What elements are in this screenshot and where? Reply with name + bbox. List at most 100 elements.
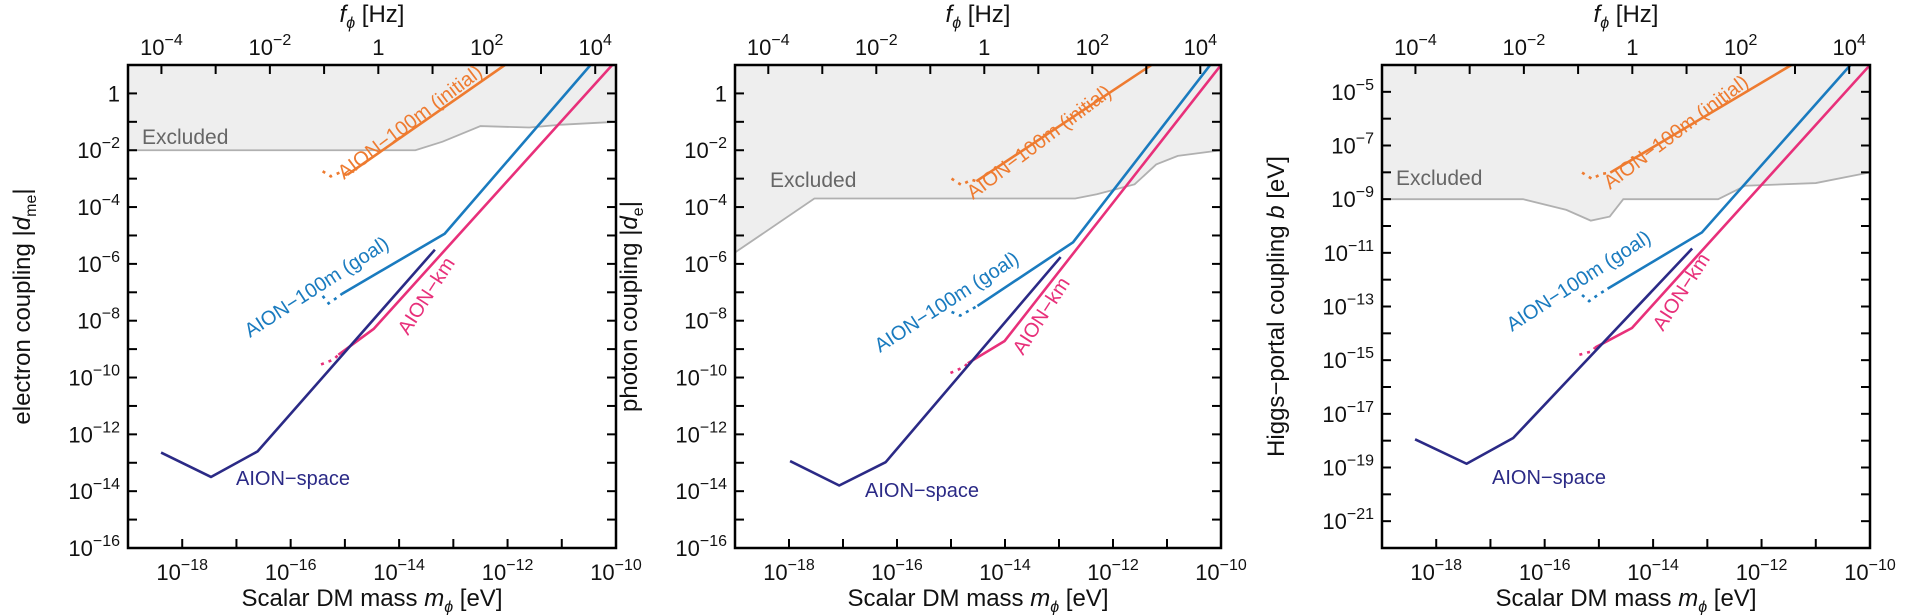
x-tick-label: 10−16	[871, 557, 923, 585]
top-tick-label: 10−2	[1503, 32, 1546, 60]
y-tick-label: 1	[715, 81, 727, 106]
series-goal-dotted	[321, 292, 343, 306]
x-tick-label: 10−14	[979, 557, 1031, 585]
y-axis-title: Higgs−portal coupling b [eV]	[1263, 156, 1290, 457]
plot-frame	[126, 63, 618, 550]
top-tick-label: 10−4	[140, 32, 183, 60]
x-tick-label: 10−18	[1410, 557, 1462, 585]
x-tick-label: 10−14	[373, 557, 425, 585]
x-tick-label: 10−18	[763, 557, 815, 585]
top-tick-label: 1	[372, 35, 384, 60]
y-tick-label: 10−16	[68, 533, 120, 561]
top-tick-label: 10−4	[1394, 32, 1437, 60]
x-axis-title: Scalar DM mass mϕ [eV]	[242, 585, 503, 615]
series-space-line	[1414, 247, 1694, 466]
x-tick-label: 10−14	[1627, 557, 1679, 585]
top-tick-label: 1	[1626, 35, 1638, 60]
y-tick-label: 10−6	[684, 249, 727, 277]
y-tick-label: 10−2	[684, 135, 727, 163]
top-tick-label: 104	[1833, 32, 1866, 60]
series-label-goal: AION−100m (goal)	[241, 233, 393, 343]
excluded-region	[735, 65, 1221, 253]
y-tick-label: 10−6	[77, 249, 120, 277]
excluded-boundary	[128, 120, 616, 152]
series-initial-line	[975, 65, 1153, 183]
y-tick-label: 10−4	[684, 192, 727, 220]
y-tick-label: 10−16	[675, 533, 727, 561]
y-tick-label: 10−12	[68, 419, 120, 447]
y-tick-label: 10−12	[675, 419, 727, 447]
excluded-label: Excluded	[1396, 167, 1482, 190]
top-axis-title: fϕ [Hz]	[1594, 1, 1659, 32]
panel-higgs: 10−18 10−16 10−14 10−12 10−10 10−5 10−7 10−9 10−…	[1263, 1, 1896, 615]
excluded-boundary	[1382, 171, 1870, 222]
series-goal-dotted	[1581, 287, 1609, 303]
y-tick-label: 10−4	[77, 192, 120, 220]
excluded-region	[1382, 65, 1870, 221]
top-tick-label: 102	[1724, 32, 1757, 60]
y-tick-label: 10−21	[1322, 506, 1374, 534]
series-km-line	[967, 65, 1221, 365]
x-tick-label: 10−18	[156, 557, 208, 585]
x-tick-label: 10−16	[265, 557, 317, 585]
y-tick-label: 10−19	[1322, 453, 1374, 481]
top-tick-label: 104	[1184, 32, 1217, 60]
y-tick-label: 10−11	[1324, 238, 1375, 266]
x-tick-label: 10−10	[1195, 557, 1247, 585]
y-tick-label: 10−8	[77, 306, 120, 334]
series-space-line	[789, 256, 1062, 487]
plot-frame	[733, 63, 1223, 550]
y-tick-label: 1	[108, 81, 120, 106]
y-tick-label: 10−9	[1331, 184, 1374, 212]
x-tick-label: 10−12	[1736, 557, 1788, 585]
series-km-dotted	[1579, 346, 1597, 357]
series-goal-line	[976, 65, 1212, 308]
top-tick-label: 10−4	[747, 32, 790, 60]
series-label-space: AION−space	[865, 480, 979, 502]
series-space-line	[160, 248, 436, 479]
series-initial-dotted	[950, 177, 977, 187]
x-axis-title: Scalar DM mass mϕ [eV]	[1496, 585, 1757, 615]
series-label-space: AION−space	[1492, 467, 1606, 489]
series-goal-dotted	[951, 304, 979, 318]
top-tick-label: 10−2	[855, 32, 898, 60]
excluded-label: Excluded	[770, 169, 856, 192]
plot-area	[128, 65, 616, 479]
x-tick-label: 10−10	[1844, 557, 1896, 585]
series-goal-line	[341, 65, 592, 295]
plot-area	[1382, 65, 1870, 466]
series-label-goal: AION−100m (goal)	[871, 248, 1023, 358]
y-tick-label: 10−7	[1331, 131, 1374, 159]
x-tick-label: 10−12	[1087, 557, 1139, 585]
x-axis-title: Scalar DM mass mϕ [eV]	[848, 585, 1109, 615]
y-tick-label: 10−17	[1322, 399, 1374, 427]
y-tick-label: 10−5	[1331, 77, 1374, 105]
panel-electron: 10−18 10−16 10−14 10−12 10−10 1 10−2 10−4 10−6 10…	[9, 1, 642, 615]
y-tick-label: 10−13	[1322, 292, 1374, 320]
excluded-label: Excluded	[142, 126, 228, 149]
series-label-km: AION−km	[1649, 250, 1715, 335]
series-label-goal: AION−100m (goal)	[1503, 227, 1655, 337]
x-tick-label: 10−16	[1519, 557, 1571, 585]
y-tick-label: 10−2	[77, 135, 120, 163]
y-tick-label: 10−15	[1322, 345, 1374, 373]
series-km-dotted	[320, 353, 340, 366]
top-tick-label: 10−2	[249, 32, 292, 60]
y-axis-title: electron coupling |dme|	[9, 188, 40, 424]
excluded-boundary	[735, 149, 1221, 254]
x-tick-label: 10−12	[482, 557, 534, 585]
y-tick-label: 10−10	[675, 363, 727, 391]
series-label-space: AION−space	[236, 468, 350, 490]
top-axis-title: fϕ [Hz]	[340, 1, 405, 32]
y-axis-title: photon coupling |de|	[616, 201, 647, 412]
series-label-km: AION−km	[1009, 274, 1075, 359]
top-axis-title: fϕ [Hz]	[946, 1, 1011, 32]
y-tick-label: 10−10	[68, 363, 120, 391]
top-tick-label: 102	[1076, 32, 1109, 60]
panel-photon: 10−18 10−16 10−14 10−12 10−10 1 10−2 10−4 10−6 10…	[616, 1, 1247, 615]
y-tick-label: 10−14	[68, 476, 120, 504]
top-tick-label: 104	[579, 32, 612, 60]
plot-area	[735, 65, 1221, 487]
series-km-dotted	[949, 362, 969, 375]
